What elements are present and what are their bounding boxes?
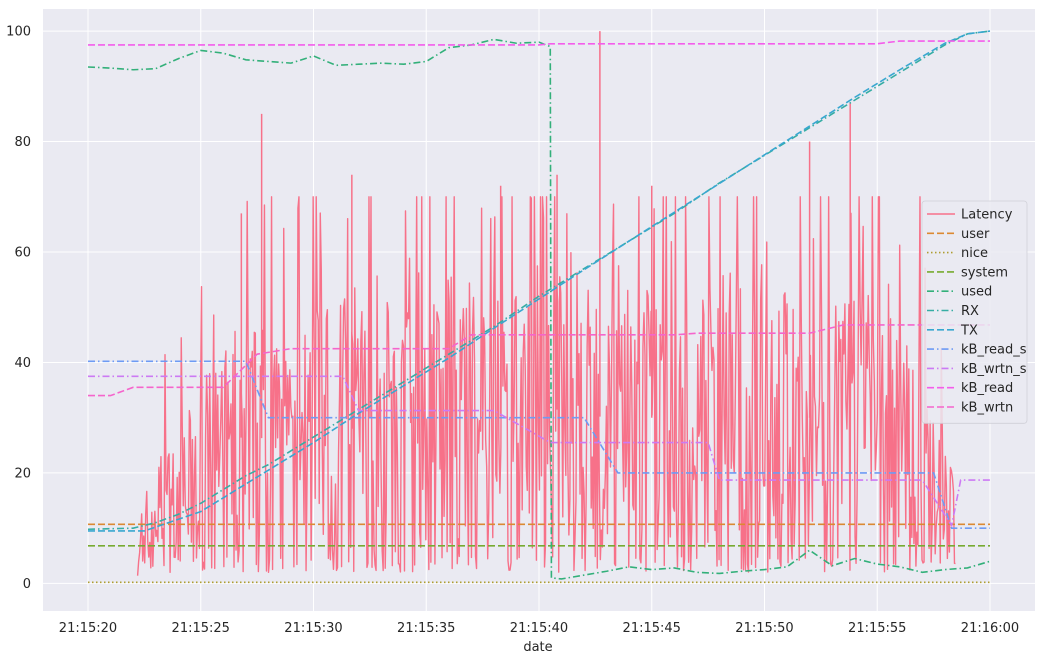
legend-item-used: used bbox=[927, 285, 992, 300]
ticks: 21:15:20 21:15:25 21:15:30 21:15:35 21:15:40… bbox=[6, 25, 1019, 636]
x-tick-label: 21:15:35 bbox=[397, 621, 455, 636]
x-tick-label: 21:15:30 bbox=[284, 621, 342, 636]
legend-item-kb-read: kB_read bbox=[927, 381, 1013, 396]
legend-item-nice: nice bbox=[927, 246, 988, 261]
x-tick-label: 21:15:20 bbox=[59, 621, 117, 636]
legend-label: Latency bbox=[961, 208, 1013, 223]
legend-item-kb-read-s: kB_read_s bbox=[927, 343, 1027, 358]
y-tick-label: 20 bbox=[14, 466, 31, 481]
y-tick-label: 100 bbox=[6, 25, 31, 40]
legend-item-tx: TX bbox=[927, 323, 978, 338]
series-tx bbox=[88, 30, 991, 532]
y-tick-label: 80 bbox=[14, 135, 31, 150]
legend: Latency user nice system used RX TX kB_read_s kB… bbox=[921, 200, 1028, 424]
series-used bbox=[87, 38, 991, 580]
y-tick-label: 40 bbox=[14, 356, 31, 371]
legend-label: system bbox=[961, 265, 1008, 280]
legend-label: kB_read_s bbox=[961, 343, 1027, 358]
x-tick-label: 21:15:55 bbox=[848, 621, 906, 636]
x-axis-title: date bbox=[523, 640, 552, 655]
x-tick-label: 21:15:45 bbox=[623, 621, 681, 636]
legend-item-kb-wrtn-s: kB_wrtn_s bbox=[927, 362, 1027, 377]
legend-label: kB_read bbox=[961, 381, 1013, 396]
legend-label: RX bbox=[961, 304, 979, 319]
x-tick-label: 21:15:40 bbox=[510, 621, 568, 636]
legend-item-user: user bbox=[927, 227, 990, 242]
legend-label: used bbox=[961, 285, 992, 300]
series-kb-wrtn-s bbox=[88, 375, 990, 528]
y-tick-label: 60 bbox=[14, 246, 31, 261]
series-rx bbox=[87, 30, 991, 531]
x-tick-label: 21:15:25 bbox=[172, 621, 230, 636]
series-latency bbox=[136, 31, 956, 576]
legend-label: kB_wrtn bbox=[961, 401, 1013, 416]
legend-label: nice bbox=[961, 246, 988, 261]
series-layer bbox=[87, 30, 991, 584]
y-tick-label: 0 bbox=[23, 577, 31, 592]
series-kb-wrtn bbox=[88, 324, 990, 397]
legend-label: TX bbox=[960, 323, 978, 338]
legend-label: user bbox=[961, 227, 990, 242]
legend-item-kb-wrtn: kB_wrtn bbox=[927, 401, 1013, 416]
legend-item-latency: Latency bbox=[927, 208, 1013, 223]
series-kb-read bbox=[88, 40, 990, 46]
series-kb-read-s bbox=[88, 360, 990, 529]
latency-trace bbox=[136, 196, 956, 576]
legend-item-system: system bbox=[927, 265, 1008, 280]
legend-item-rx: RX bbox=[927, 304, 979, 319]
x-tick-label: 21:16:00 bbox=[961, 621, 1019, 636]
legend-label: kB_wrtn_s bbox=[961, 362, 1027, 377]
x-tick-label: 21:15:50 bbox=[735, 621, 793, 636]
